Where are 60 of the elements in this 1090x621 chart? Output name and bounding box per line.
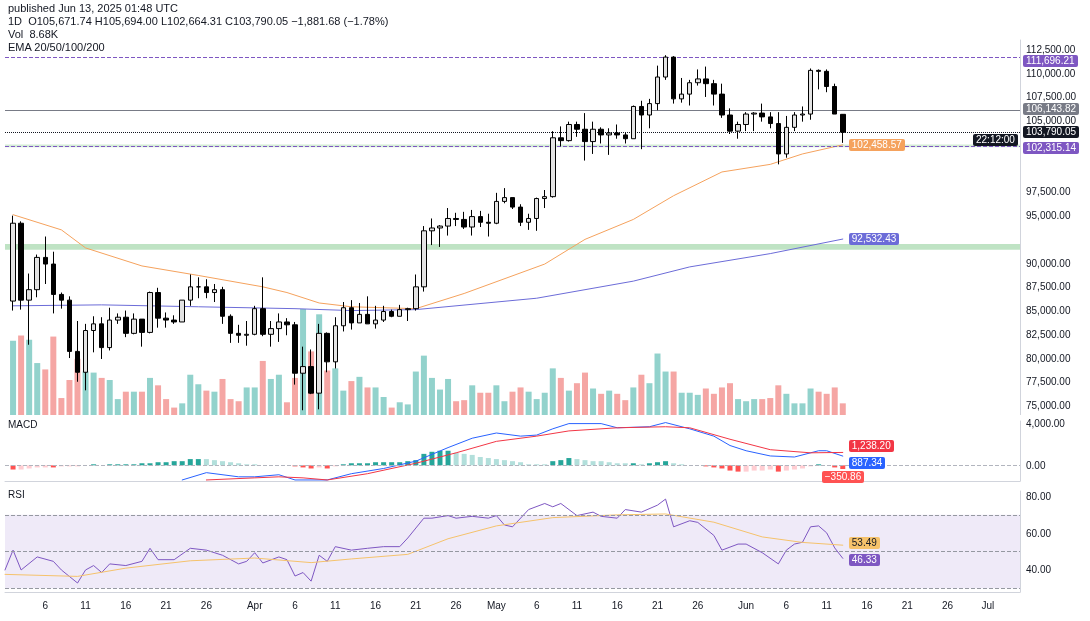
data-label: −350.86 bbox=[821, 471, 865, 483]
x-tick-label: 21 bbox=[160, 599, 173, 611]
y-tick-label: 82,500.00 bbox=[1026, 328, 1071, 340]
x-tick-label: 16 bbox=[369, 599, 382, 611]
y-tick-label: 112,500.00 bbox=[1026, 43, 1076, 55]
data-label: 92,532.43 bbox=[848, 233, 900, 246]
data-label: 46.33 bbox=[848, 554, 880, 567]
y-tick-label: 107,500.00 bbox=[1026, 91, 1077, 103]
y-tick-label: 40.00 bbox=[1026, 564, 1052, 576]
x-tick-label: 6 bbox=[42, 599, 49, 611]
x-tick-label: 21 bbox=[410, 599, 422, 611]
x-tick-label: Apr bbox=[246, 599, 264, 611]
x-tick-label: 11 bbox=[571, 599, 583, 611]
chart-title: MACD bbox=[8, 419, 38, 430]
y-tick-label: 0.00 bbox=[1026, 459, 1046, 471]
chart-title: 1D O105,671.74 H105,694.00 L102,664.31 C103,790.05 −1,881.68 (−1.78%) bbox=[8, 15, 389, 27]
data-label: 102,458.57 bbox=[848, 138, 905, 151]
y-tick-label: 95,000.00 bbox=[1026, 210, 1071, 222]
x-tick-label: 26 bbox=[450, 599, 463, 611]
x-tick-label: 21 bbox=[651, 599, 664, 611]
y-tick-label: 90,000.00 bbox=[1026, 257, 1071, 269]
y-tick-label: 60.00 bbox=[1026, 527, 1052, 539]
x-tick-label: 26 bbox=[200, 599, 213, 611]
x-tick-label: May bbox=[486, 599, 506, 611]
x-tick-label: 6 bbox=[292, 599, 299, 611]
y-tick-label: 85,000.00 bbox=[1026, 305, 1071, 317]
x-tick-label: 26 bbox=[692, 599, 704, 611]
x-tick-label: Jun bbox=[738, 599, 755, 611]
chart-title: Vol 8.68K bbox=[8, 28, 59, 40]
y-tick-label: 97,500.00 bbox=[1026, 186, 1071, 198]
y-tick-label: 75,000.00 bbox=[1026, 400, 1071, 412]
x-tick-label: 11 bbox=[330, 599, 341, 611]
y-tick-label: 4,000.00 bbox=[1026, 418, 1066, 430]
annotation: EMA 20/50/100/200 bbox=[8, 41, 105, 54]
x-tick-label: 6 bbox=[533, 599, 540, 611]
ref-line-label: 106,143.82 bbox=[1023, 103, 1080, 116]
x-tick-label: 11 bbox=[821, 599, 833, 611]
x-tick-label: 26 bbox=[941, 599, 954, 611]
y-tick-label: 80,000.00 bbox=[1026, 352, 1071, 364]
x-tick-label: 16 bbox=[611, 599, 624, 611]
y-tick-label: 110,000.00 bbox=[1026, 67, 1076, 79]
y-tick-label: 80.00 bbox=[1026, 491, 1052, 503]
y-tick-label: 105,000.00 bbox=[1026, 115, 1077, 127]
annotation: 22:12:00 bbox=[973, 134, 1018, 147]
x-tick-label: 16 bbox=[861, 599, 873, 611]
x-tick-label: 16 bbox=[120, 599, 132, 611]
y-tick-label: 87,500.00 bbox=[1026, 281, 1071, 293]
ref-line-label: 102,315.14 bbox=[1023, 142, 1080, 155]
text: published Jun 13, 2025 01:48 UTC bbox=[8, 2, 179, 15]
data-label: 1,238.20 bbox=[848, 439, 894, 452]
chart-title: RSI bbox=[8, 489, 25, 500]
x-tick-label: 21 bbox=[901, 599, 914, 611]
x-tick-label: 6 bbox=[783, 599, 790, 611]
x-tick-label: Jul bbox=[981, 599, 995, 611]
data-label: 887.34 bbox=[848, 456, 886, 469]
y-tick-label: 77,500.00 bbox=[1026, 376, 1071, 388]
ref-line-label: 103,790.05 bbox=[1023, 126, 1080, 139]
ref-line-label: 111,696.21 bbox=[1023, 54, 1078, 67]
data-label: 53.49 bbox=[848, 537, 880, 550]
x-tick-label: 11 bbox=[80, 599, 92, 611]
